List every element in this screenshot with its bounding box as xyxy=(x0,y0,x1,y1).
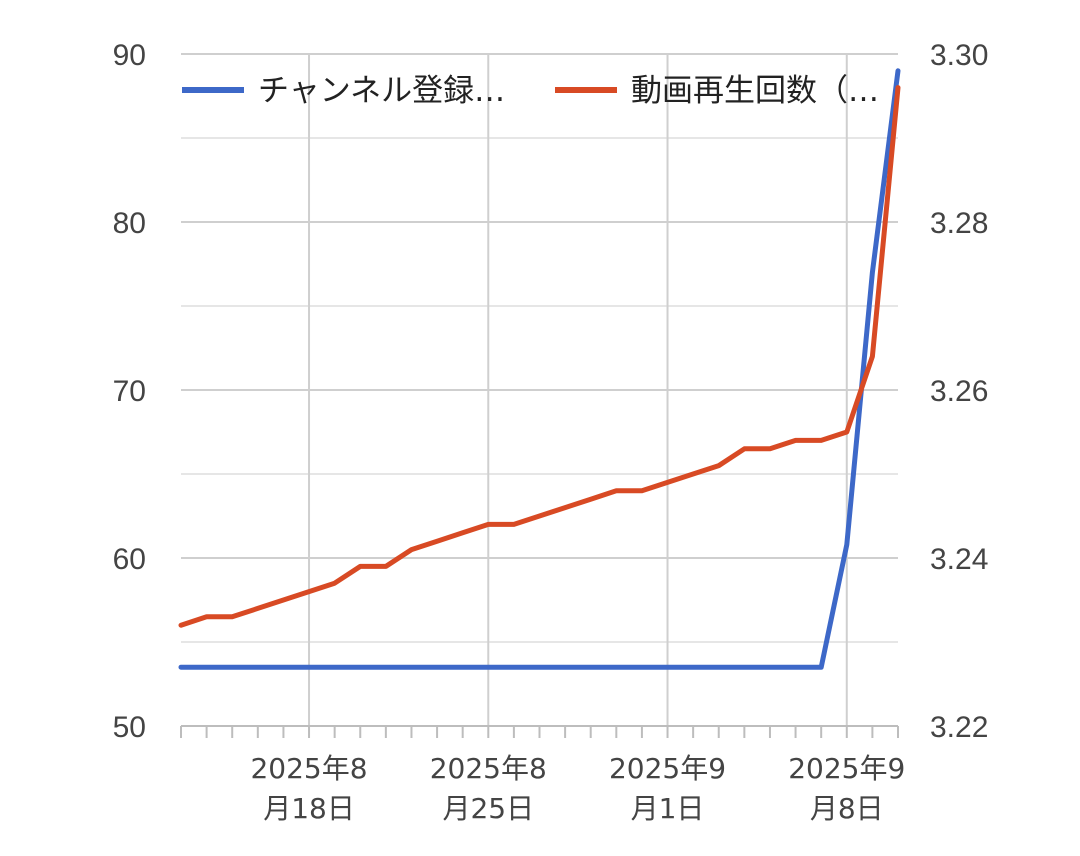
legend-label-0: チャンネル登録… xyxy=(258,73,505,109)
right-axis-tick-label: 3.28 xyxy=(930,207,988,240)
left-axis-tick-label: 80 xyxy=(113,207,146,240)
axes: 50 60 70 80 90 3.22 3.24 3.26 3.28 3.30 2025年8 月18日… xyxy=(113,39,989,825)
x-axis-tick-label-line1: 2025年9 xyxy=(788,752,905,785)
series-lines xyxy=(178,68,901,670)
right-axis-tick-label: 3.22 xyxy=(930,711,988,744)
x-axis-tick-label-line2: 月1日 xyxy=(631,792,705,825)
left-axis-tick-label: 50 xyxy=(113,711,146,744)
x-axis-tick-label-line2: 月18日 xyxy=(263,792,355,825)
x-axis-tick-label-line1: 2025年8 xyxy=(430,752,547,785)
x-axis-tick-label-line2: 月8日 xyxy=(810,792,884,825)
series-line-1 xyxy=(178,85,901,628)
x-axis-tick-label-line1: 2025年9 xyxy=(609,752,726,785)
left-axis-tick-label: 60 xyxy=(113,543,146,576)
x-axis-tick-label-line1: 2025年8 xyxy=(250,752,367,785)
left-axis-tick-label: 70 xyxy=(113,375,146,408)
grid xyxy=(181,53,898,726)
series-line-0 xyxy=(178,68,901,670)
left-axis-tick-label: 90 xyxy=(113,39,146,72)
right-axis-tick-label: 3.30 xyxy=(930,39,988,72)
x-axis-tick-label-line2: 月25日 xyxy=(442,792,534,825)
legend: チャンネル登録… 動画再生回数（… xyxy=(182,73,879,109)
right-axis-tick-label: 3.24 xyxy=(930,543,988,576)
legend-label-1: 動画再生回数（… xyxy=(631,73,879,109)
right-axis-tick-label: 3.26 xyxy=(930,375,988,408)
